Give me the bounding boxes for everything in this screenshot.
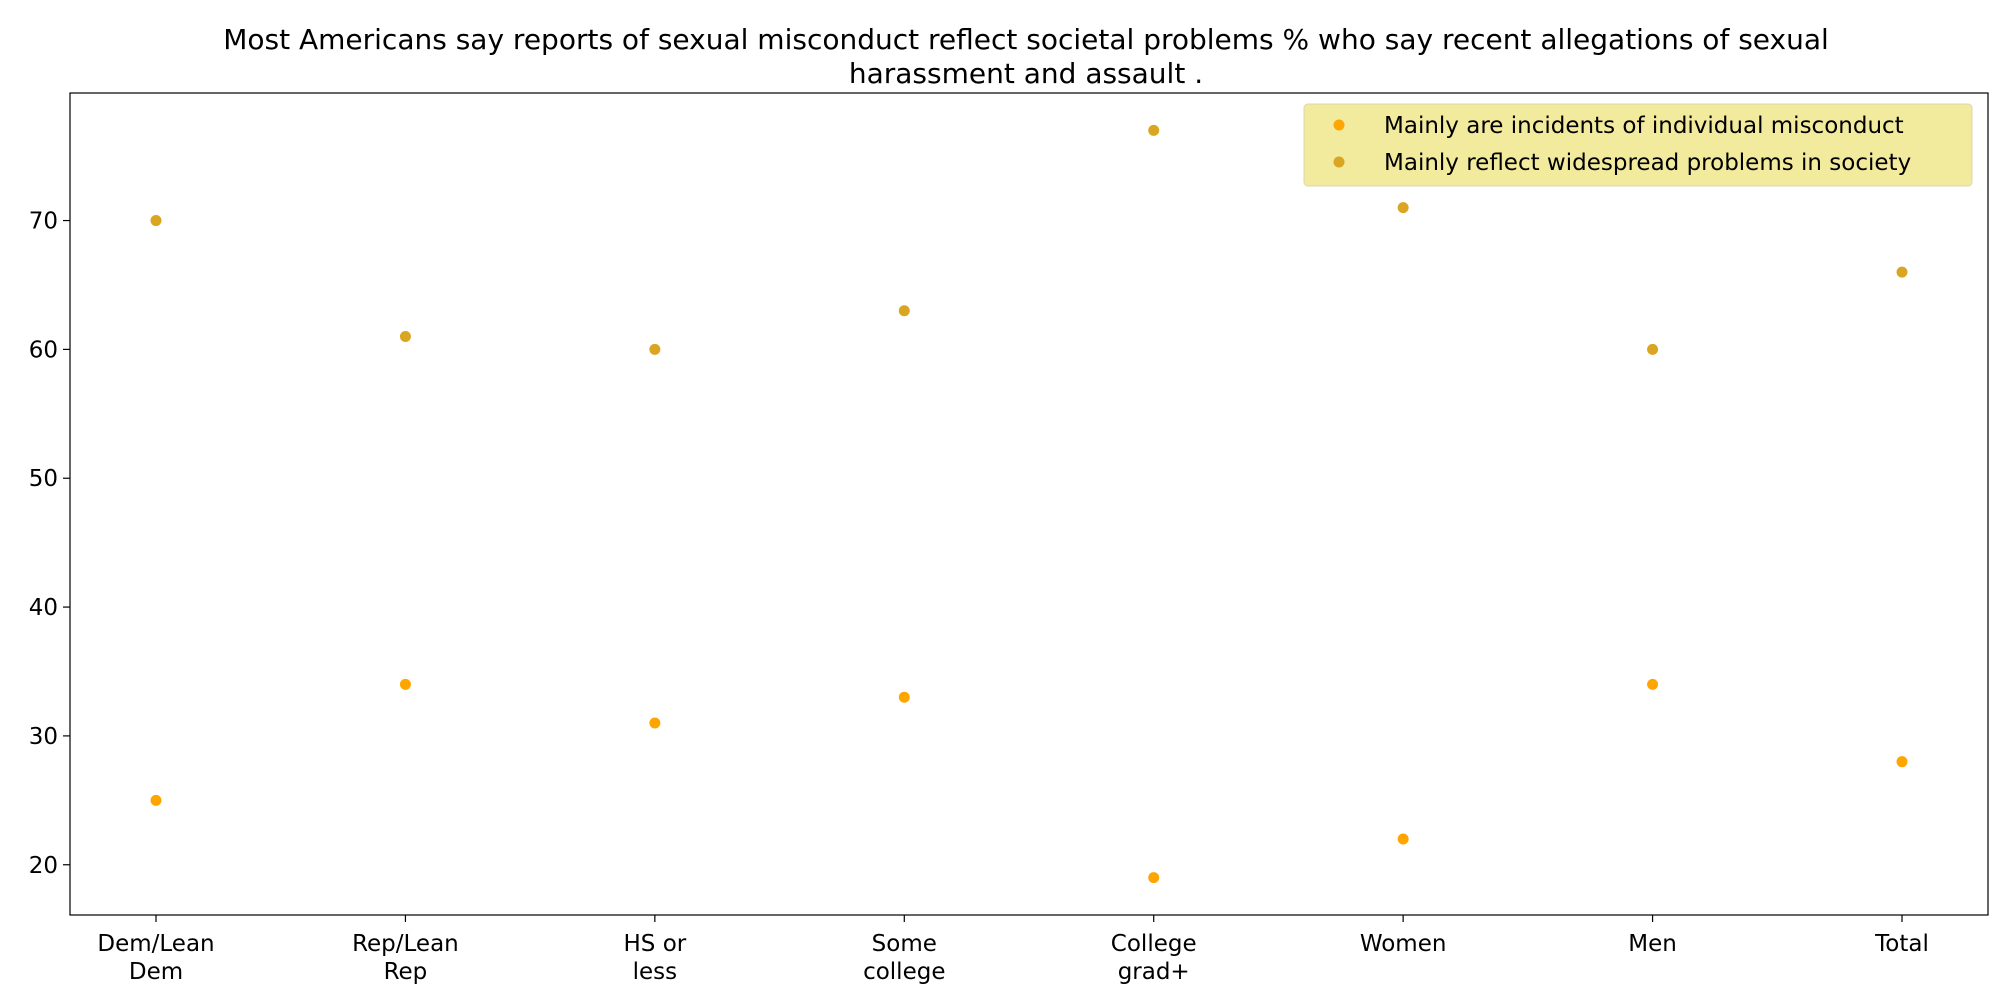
legend-box <box>1303 103 1973 187</box>
x-axis: Dem/Lean Dem Rep/Lean Rep HS or less Some colle… <box>97 915 1929 985</box>
data-point <box>1647 678 1659 690</box>
data-point <box>1148 872 1160 884</box>
data-point <box>649 717 661 729</box>
data-point <box>150 794 162 806</box>
x-tick-label-line: Rep/Lean <box>352 931 459 957</box>
x-tick-label-line: Men <box>1628 931 1677 957</box>
legend-label: Mainly reflect widespread problems in so… <box>1384 150 1911 176</box>
x-tick-label: College grad+ <box>1111 931 1197 985</box>
y-tick-label: 70 <box>29 209 58 235</box>
x-tick-label-line: Dem/Lean <box>97 931 214 957</box>
legend-label: Mainly are incidents of individual misco… <box>1384 113 1904 139</box>
x-tick-label: Dem/Lean Dem <box>97 931 214 985</box>
data-point <box>898 691 910 703</box>
legend: Mainly are incidents of individual misco… <box>1303 103 1973 187</box>
chart-title-line-2: harassment and assault . <box>849 57 1203 90</box>
data-point <box>150 215 162 227</box>
x-tick-label-line: Dem <box>129 959 183 985</box>
data-point <box>1647 343 1659 355</box>
x-tick-label: Women <box>1360 931 1447 957</box>
x-tick-label: HS or less <box>623 931 686 985</box>
x-tick-label-line: grad+ <box>1118 959 1190 985</box>
x-tick-label: Rep/Lean Rep <box>352 931 459 985</box>
x-tick-label-line: College <box>1111 931 1197 957</box>
plot-area-frame <box>69 92 1989 916</box>
chart-title: Most Americans say reports of sexual mis… <box>223 23 1829 90</box>
data-point <box>1896 756 1908 768</box>
x-tick-label-line: college <box>863 959 945 985</box>
y-tick-label: 60 <box>29 337 58 363</box>
data-point <box>399 678 411 690</box>
x-tick-label-line: Rep <box>384 959 428 985</box>
y-tick-label: 30 <box>29 724 58 750</box>
data-point <box>1896 266 1908 278</box>
x-tick-label: Some college <box>863 931 945 985</box>
data-point <box>1397 202 1409 214</box>
x-tick-label-line: HS or <box>623 931 686 957</box>
x-tick-label: Total <box>1874 931 1929 957</box>
y-tick-label: 50 <box>29 466 58 492</box>
x-tick-label-line: less <box>633 959 678 985</box>
x-tick-label-line: Women <box>1360 931 1447 957</box>
data-point <box>399 331 411 343</box>
series-1 <box>150 678 1908 884</box>
chart-title-line-1: Most Americans say reports of sexual mis… <box>223 23 1829 56</box>
legend-marker <box>1333 119 1345 131</box>
y-tick-label: 40 <box>29 595 58 621</box>
data-points <box>150 124 1908 884</box>
y-tick-label: 20 <box>29 853 58 879</box>
data-point <box>1148 124 1160 136</box>
series-2 <box>150 124 1908 355</box>
y-axis: 20 30 40 50 60 70 <box>29 209 70 879</box>
legend-marker <box>1333 156 1345 168</box>
x-tick-label-line: Some <box>872 931 937 957</box>
data-point <box>649 343 661 355</box>
data-point <box>898 305 910 317</box>
x-tick-label: Men <box>1628 931 1677 957</box>
x-tick-label-line: Total <box>1874 931 1929 957</box>
data-point <box>1397 833 1409 845</box>
